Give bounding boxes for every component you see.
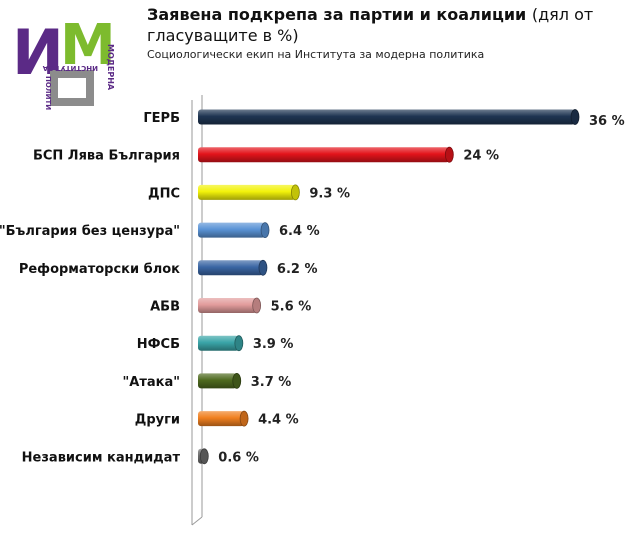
y-axis-base-line	[191, 516, 203, 526]
bar-body	[198, 147, 450, 163]
bar-cap	[570, 109, 580, 125]
bar-cap	[260, 222, 270, 239]
value-label: 36 %	[589, 114, 625, 129]
chart-title: Заявена подкрепа за партии и коалиции (д…	[147, 4, 637, 46]
bar	[198, 146, 454, 163]
bar-cap	[444, 146, 454, 163]
bar-cap	[199, 448, 209, 465]
bar	[198, 372, 242, 389]
chart-title-main: Заявена подкрепа за партии и коалиции	[147, 5, 527, 24]
bar	[198, 222, 270, 239]
bar-cap	[252, 297, 262, 314]
bar-body	[198, 373, 237, 389]
bar	[198, 184, 300, 201]
bar	[198, 109, 580, 125]
value-label: 6.2 %	[277, 262, 318, 277]
bar-body	[198, 109, 575, 125]
bar-cap	[232, 372, 242, 389]
chart-header: Заявена подкрепа за партии и коалиции (д…	[147, 4, 637, 62]
bar-body	[198, 411, 245, 427]
bar-series	[198, 109, 580, 465]
bar-body	[198, 184, 296, 200]
category-label: ДПС	[148, 186, 180, 201]
value-label: 4.4 %	[258, 413, 299, 428]
category-label: "България без цензура"	[0, 224, 180, 239]
bar-body	[198, 335, 239, 351]
value-label: 3.9 %	[253, 337, 294, 352]
chart-subtitle: Социологически екип на Института за моде…	[147, 48, 485, 61]
category-label: БСП Лява България	[33, 149, 180, 164]
value-label: 9.3 %	[309, 186, 350, 201]
category-label: Реформаторски блок	[19, 262, 180, 277]
category-label: НФСБ	[137, 337, 180, 352]
bar-cap	[234, 335, 244, 352]
bar-body	[198, 222, 266, 238]
category-label: Независим кандидат	[22, 450, 181, 465]
chart-labels: ГЕРБ 36 % БСП Лява България 24 % ДПС 9.3 % "Бъ…	[0, 111, 625, 465]
chart-title-paren: (дял от гласуващите в %)	[147, 5, 594, 45]
logo-letter-m: М	[60, 13, 116, 78]
logo-word-moderna: МОДЕРНА	[106, 44, 115, 91]
category-label: Други	[135, 413, 180, 428]
bar	[198, 335, 244, 352]
bar-body	[198, 298, 257, 313]
logo-word-institute: ИНСТИТУТ ЗА	[42, 64, 98, 72]
bar-cap	[258, 259, 268, 276]
category-label: ГЕРБ	[143, 111, 180, 126]
value-label: 24 %	[463, 149, 499, 164]
category-label: "Атака"	[122, 375, 180, 390]
value-label: 3.7 %	[251, 375, 292, 390]
bar	[198, 448, 209, 465]
bar-cap	[239, 410, 249, 427]
value-label: 0.6 %	[218, 450, 259, 465]
bar-body	[198, 260, 263, 276]
bar	[198, 410, 249, 427]
logo-word-politika: ПОЛИТИКА	[44, 76, 52, 110]
bar	[198, 297, 262, 314]
bar	[198, 259, 268, 276]
value-label: 5.6 %	[271, 300, 312, 315]
bar-cap	[290, 184, 300, 201]
institute-logo: И М МОДЕРНА ИНСТИТУТ ЗА ПОЛИТИКА	[12, 13, 116, 110]
category-label: АБВ	[150, 300, 180, 315]
value-label: 6.4 %	[279, 224, 320, 239]
